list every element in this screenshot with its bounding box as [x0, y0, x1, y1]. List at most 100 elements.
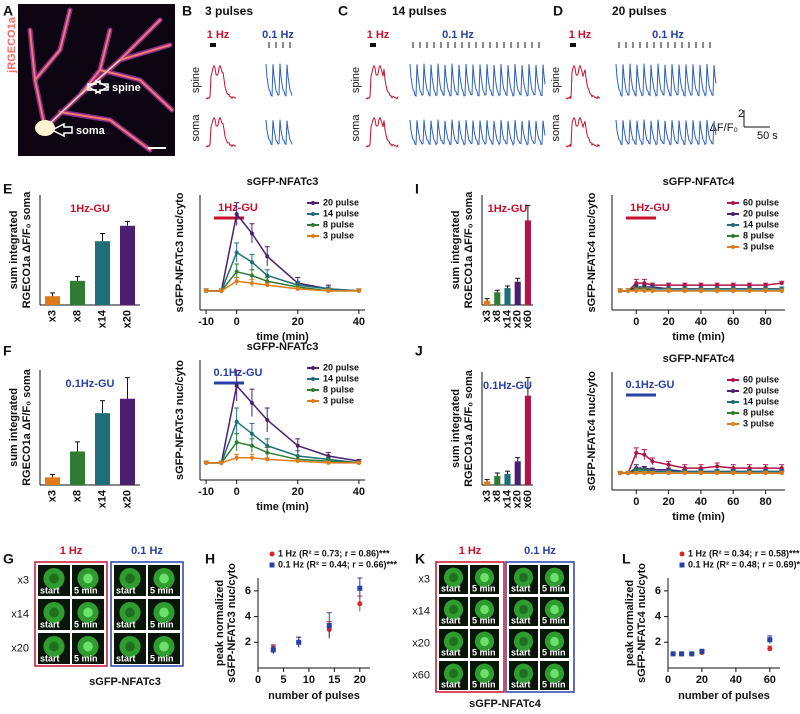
legend-marker — [731, 201, 735, 205]
bar — [494, 292, 501, 305]
stim-bar — [210, 43, 216, 47]
nucleus — [480, 668, 489, 679]
point — [666, 462, 671, 467]
x-tick-label: x14 — [501, 489, 513, 508]
x-tick-label: 20 — [292, 486, 304, 498]
trace-fast: 1 Hz — [569, 29, 592, 41]
x-tick-label: 20 — [662, 316, 674, 328]
point — [666, 283, 671, 288]
point — [204, 288, 209, 293]
tile-label: 5 min — [472, 615, 496, 625]
nucleus — [550, 668, 559, 679]
series-line — [206, 420, 359, 464]
point — [642, 281, 647, 286]
tile-label: start — [441, 615, 461, 625]
x-tick-label: x3 — [46, 310, 58, 322]
point — [682, 471, 687, 476]
legend-label: 8 pulse — [743, 230, 774, 240]
trace — [565, 64, 601, 100]
point — [326, 460, 331, 465]
tile-label: 5 min — [542, 647, 566, 657]
trace — [265, 63, 293, 97]
bar — [484, 481, 491, 485]
point — [295, 286, 300, 291]
point — [326, 288, 331, 293]
y-axis-label: sum integrated — [450, 211, 462, 290]
x-tick-label: 80 — [759, 496, 771, 508]
x-tick-label: 5 — [280, 674, 286, 686]
tile-label: start — [441, 647, 461, 657]
trace — [365, 64, 399, 100]
panel-letter: K — [415, 551, 425, 567]
point — [642, 288, 647, 293]
point — [296, 639, 302, 645]
tile-label: start — [511, 647, 531, 657]
point — [626, 471, 631, 476]
legend-label: 14 pulse — [743, 219, 779, 229]
x-tick-label: x60 — [522, 310, 534, 328]
legend-label: 20 pulse — [743, 385, 779, 395]
x-tick-label: x8 — [71, 310, 83, 322]
trace-slow: 0.1 Hz — [442, 29, 474, 41]
y-axis-label: RGECO1a ΔF/F₀ soma — [21, 191, 33, 309]
point — [357, 601, 363, 607]
group-box — [110, 561, 184, 667]
y-axis-label: RGECO1a ΔF/F₀ soma — [21, 368, 33, 486]
point — [715, 283, 720, 288]
trace-fast: 1 Hz — [367, 29, 390, 41]
tile-label: start — [40, 619, 60, 629]
legend-label: 1 Hz (R² = 0.34; r = 0.58)*** — [688, 548, 800, 558]
x-tick-label: 60 — [764, 674, 776, 686]
point — [747, 288, 752, 293]
tile-label: 5 min — [542, 679, 566, 689]
y-axis-label: peak normalized — [214, 580, 226, 666]
x-tick-label: 40 — [353, 316, 365, 328]
x-tick-label: 80 — [759, 316, 771, 328]
y-axis-label: sGFP-NFATc4 nuc/cyto — [586, 192, 598, 312]
nucleus — [49, 607, 59, 618]
legend-label: 8 pulse — [323, 219, 354, 229]
point — [234, 440, 239, 445]
point — [666, 288, 671, 293]
point — [650, 288, 655, 293]
trace — [205, 116, 237, 148]
annotation: 0.1Hz-GU — [214, 367, 263, 379]
point — [326, 623, 332, 629]
y-axis-label: sGFP-NFATc4 nuc/cyto — [636, 563, 648, 683]
point — [650, 459, 655, 464]
point — [356, 288, 361, 293]
nucleus — [519, 572, 528, 583]
point — [357, 585, 363, 591]
point — [249, 231, 254, 236]
bar — [484, 300, 491, 305]
point — [747, 283, 752, 288]
row-label: x3 — [17, 574, 29, 586]
point — [265, 279, 270, 284]
x-tick-label: 0 — [234, 316, 240, 328]
nucleus — [480, 636, 489, 647]
nucleus — [519, 604, 528, 615]
x-tick-label: 60 — [727, 496, 739, 508]
stim-bar — [370, 43, 376, 47]
trace — [409, 63, 546, 97]
bar — [504, 288, 511, 305]
nucleus — [449, 572, 458, 583]
point — [698, 283, 703, 288]
nucleus — [159, 641, 169, 652]
x-axis-label: time (min) — [256, 331, 309, 343]
x-tick-label: 0 — [633, 316, 639, 328]
point — [698, 288, 703, 293]
trace-title: 20 pulses — [612, 4, 667, 18]
panel-letter: I — [415, 181, 419, 197]
scale-y: 2 — [738, 108, 744, 120]
x-tick-label: x8 — [71, 490, 83, 502]
y-tick-label: 6 — [245, 585, 251, 597]
point — [666, 471, 671, 476]
point — [234, 455, 239, 460]
trace-fast: 1 Hz — [207, 29, 230, 41]
nucleus — [83, 573, 93, 584]
legend-marker — [311, 223, 315, 227]
legend-label: 14 pulse — [323, 373, 359, 383]
legend-marker — [269, 551, 275, 557]
